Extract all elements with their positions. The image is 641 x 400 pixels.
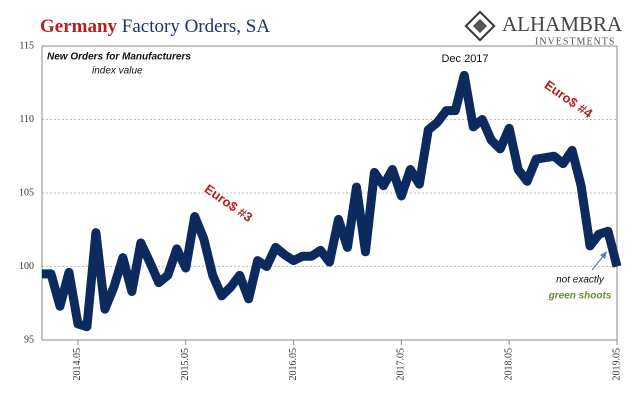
annotation: not exactly (556, 275, 605, 286)
annotation: Dec 2017 (441, 53, 488, 65)
y-tick-label: 100 (19, 261, 34, 272)
subtitle: New Orders for Manufacturers (47, 52, 191, 63)
y-tick-label: 95 (24, 334, 34, 345)
x-tick-label: 2014.05 (72, 348, 83, 381)
x-tick-label: 2017.05 (396, 348, 407, 381)
chart-title: Germany Factory Orders, SA (40, 16, 270, 37)
logo-icon-inner (472, 18, 488, 34)
x-tick-label: 2015.05 (180, 348, 191, 381)
title-rest: Factory Orders, SA (122, 16, 271, 37)
y-tick-label: 115 (19, 40, 34, 51)
logo-icon (464, 10, 496, 42)
x-tick-label: 2016.05 (288, 348, 299, 381)
annotation: green shoots (548, 291, 612, 302)
logo-sub: INVESTMENTS (535, 36, 615, 47)
x-tick-label: 2019.05 (611, 348, 622, 381)
unit-note: index value (92, 66, 143, 77)
annotation: Euro$ #3 (202, 181, 256, 225)
x-tick-label: 2018.05 (503, 348, 514, 381)
logo: ALHAMBRA INVESTMENTS (464, 10, 623, 47)
title-highlight: Germany (40, 16, 118, 37)
annotation-arrow-head (600, 251, 607, 259)
y-tick-label: 105 (19, 187, 34, 198)
logo-name: ALHAMBRA (502, 12, 623, 36)
data-line (42, 70, 622, 332)
annotation: Euro$ #4 (542, 77, 596, 121)
y-tick-label: 110 (19, 114, 34, 125)
